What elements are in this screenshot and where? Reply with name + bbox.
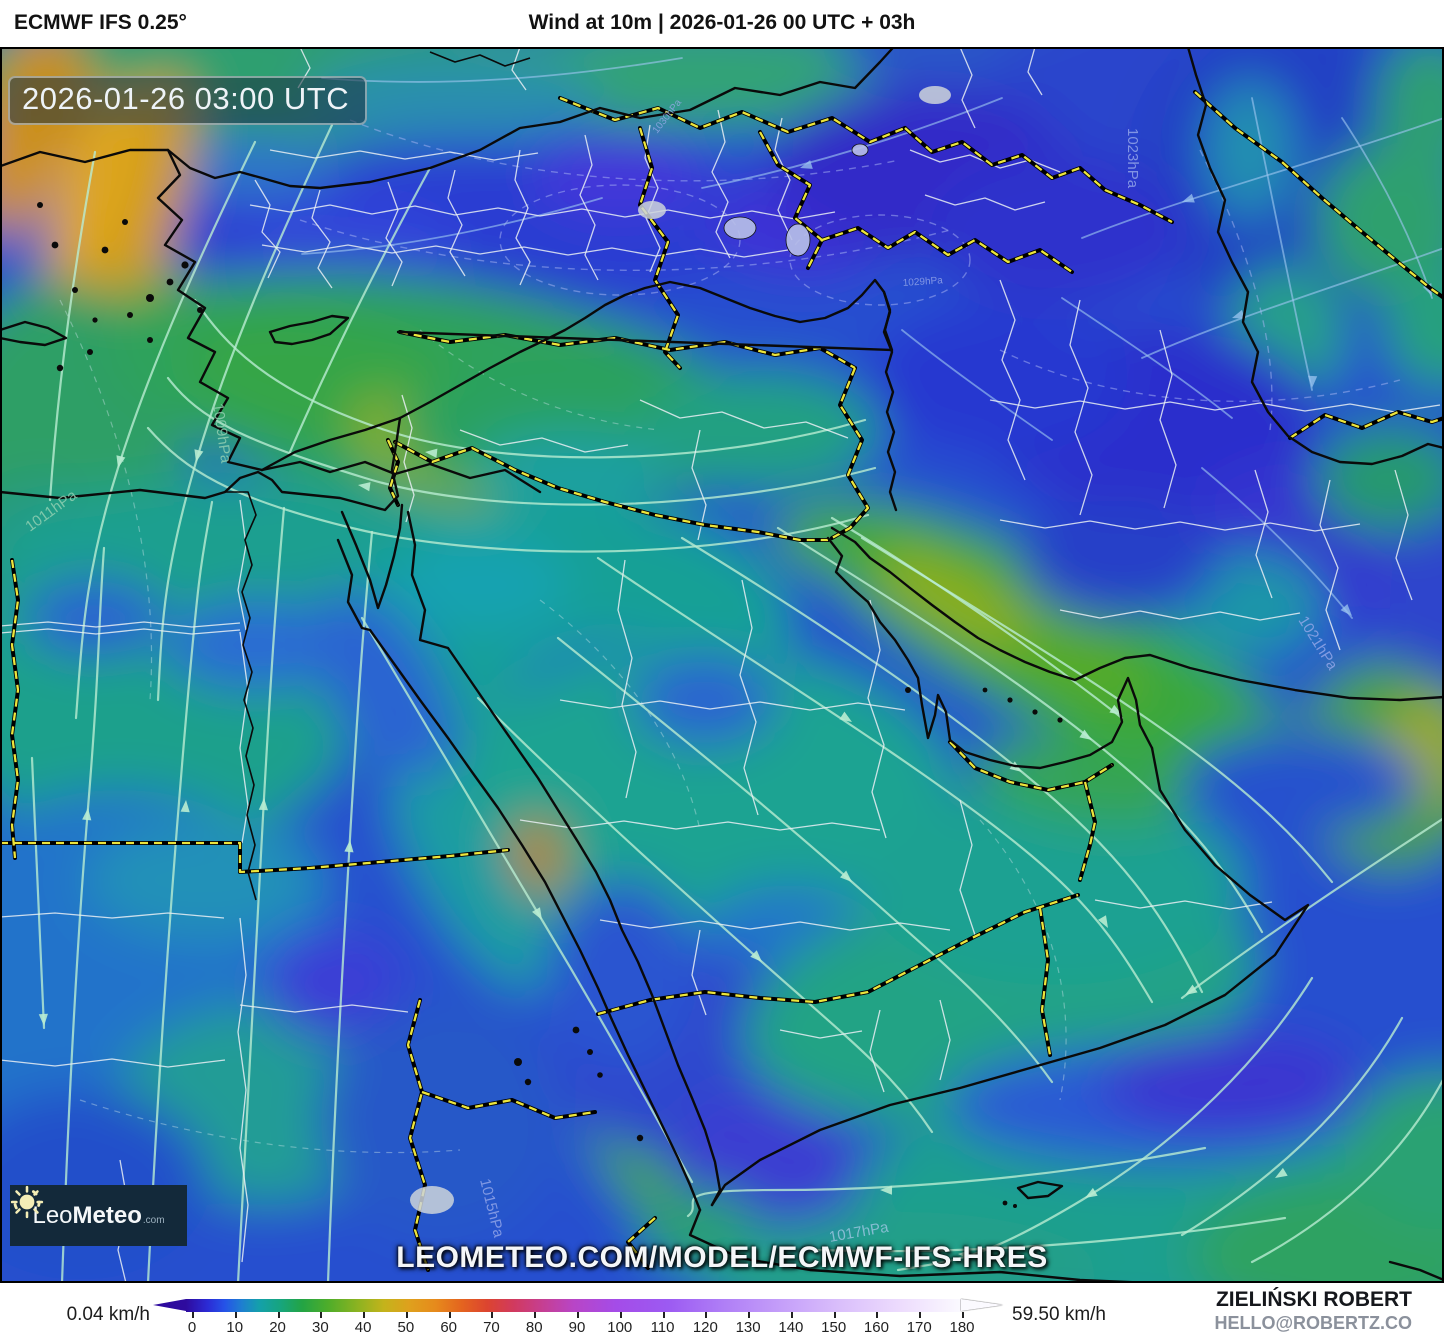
- colorbar-tick-label: 50: [397, 1319, 415, 1336]
- colorbar-tick-label: 110: [650, 1319, 675, 1336]
- author-name: ZIELIŃSKI ROBERT: [1215, 1288, 1412, 1311]
- colorbar-tick: [234, 1312, 237, 1318]
- watermark-url: LEOMETEO.COM/MODEL/ECMWF-IFS-HRES: [396, 1241, 1048, 1274]
- colorbar-tick: [962, 1312, 964, 1318]
- colorbar-tick-label: 10: [226, 1319, 244, 1336]
- colorbar-tick: [748, 1312, 751, 1318]
- page-title: Wind at 10m | 2026-01-26 00 UTC + 03h: [528, 11, 916, 34]
- colorbar-gradient: [186, 1299, 961, 1312]
- colorbar-tick: [192, 1312, 194, 1318]
- colorbar-tick-label: 0: [187, 1319, 197, 1336]
- colorbar-tick: [790, 1312, 793, 1318]
- colorbar-tick: [619, 1312, 622, 1318]
- colorbar-tick: [876, 1312, 879, 1318]
- colorbar-tick-label: 100: [607, 1319, 633, 1336]
- map-canvas: 1023hPa 1021hPa 1011hPa 1009hPa 1015hPa …: [0, 47, 1444, 1283]
- colorbar-tick: [919, 1312, 922, 1318]
- wind-map-svg: 1023hPa 1021hPa 1011hPa 1009hPa 1015hPa …: [0, 47, 1444, 1283]
- colorbar-tick: [662, 1312, 665, 1318]
- wind-streamlines: [30, 57, 1444, 1283]
- isobar-contours: [59, 119, 1401, 1154]
- timestamp-overlay: 2026-01-26 03:00 UTC: [8, 76, 368, 125]
- wind-speed-field: [0, 47, 1444, 1283]
- sun-icon: [10, 1185, 44, 1219]
- logo-wordmark: LeoMeteo.com: [32, 1201, 165, 1229]
- colorbar-tick: [405, 1312, 408, 1318]
- colorbar-tick-label: 160: [863, 1319, 889, 1336]
- leometeo-logo[interactable]: LeoMeteo.com: [10, 1185, 187, 1246]
- header-bar: ECMWF IFS 0.25° Wind at 10m | 2026-01-26…: [0, 0, 1444, 47]
- colorbar-tick-label: 20: [269, 1319, 286, 1336]
- colorbar-tick-label: 180: [949, 1319, 975, 1336]
- colorbar-left-arrow: [153, 1299, 186, 1311]
- country-borders-yellow: [0, 90, 1444, 1272]
- colorbar-min-label: 0.04 km/h: [66, 1304, 150, 1325]
- colorbar-tick-label: 140: [778, 1319, 804, 1336]
- colorbar-tick-label: 80: [525, 1319, 543, 1336]
- model-label: ECMWF IFS 0.25°: [14, 11, 187, 34]
- colorbar-footer: 0.04 km/h 0 10 20 30 40 50 60 70 80 90 100 110 120 13…: [0, 1283, 1444, 1337]
- colorbar-tick-label: 130: [735, 1319, 761, 1336]
- colorbar-tick: [491, 1312, 494, 1318]
- colorbar-tick-label: 90: [568, 1319, 586, 1336]
- pressure-label: 1029hPa: [902, 275, 943, 289]
- colorbar-max-label: 59.50 km/h: [1012, 1304, 1106, 1325]
- coastlines: [0, 47, 1444, 1283]
- colorbar-tick-label: 120: [692, 1319, 718, 1336]
- colorbar-tick-label: 170: [906, 1319, 932, 1336]
- colorbar-tick-label: 70: [483, 1319, 500, 1336]
- colorbar-tick: [833, 1312, 836, 1318]
- colorbar-tick: [705, 1312, 708, 1318]
- pressure-label: 1023hPa: [1124, 128, 1141, 189]
- author-email: HELLO@ROBERTZ.CO: [1214, 1313, 1412, 1333]
- colorbar-tick: [320, 1312, 323, 1318]
- colorbar-tick-label: 150: [821, 1319, 847, 1336]
- colorbar-tick-label: 60: [440, 1319, 457, 1336]
- colorbar-tick: [534, 1312, 537, 1318]
- islands: [37, 86, 1063, 1214]
- colorbar-right-arrow: [961, 1299, 1003, 1311]
- colorbar-tick: [448, 1312, 451, 1318]
- colorbar-tick-label: 40: [354, 1319, 372, 1336]
- colorbar-tick: [363, 1312, 366, 1318]
- colorbar-tick: [277, 1312, 280, 1318]
- colorbar-tick-label: 30: [311, 1319, 329, 1336]
- colorbar-tick: [577, 1312, 579, 1318]
